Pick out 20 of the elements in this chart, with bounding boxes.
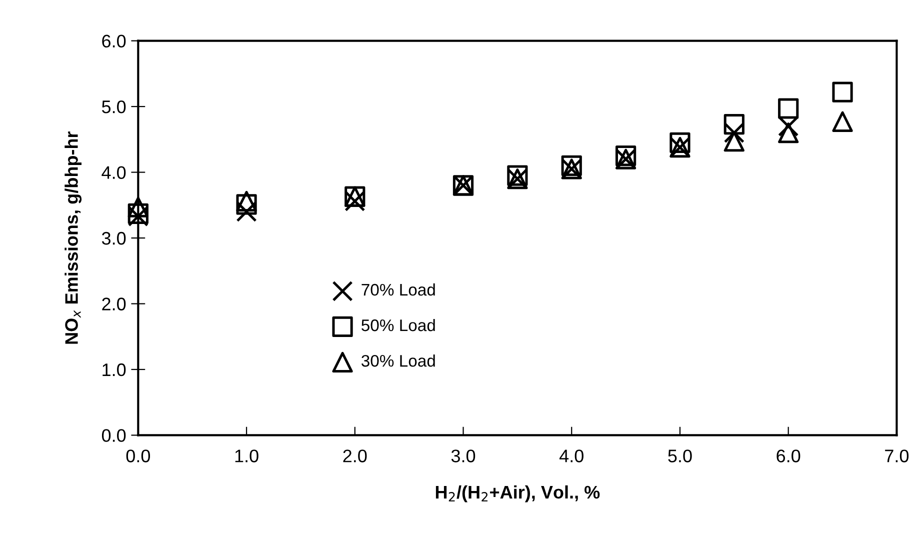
y-axis-title: NO$_{x}$ Emissions, g/bhp-hr bbox=[64, 131, 82, 344]
y-tick-label: 5.0 bbox=[102, 100, 126, 114]
x-tick-label: 6.0 bbox=[776, 450, 800, 462]
x-axis-title: H$_{2}$/(H$_{2}$+Air), Vol., % bbox=[436, 485, 600, 502]
y-tick-label: 0.0 bbox=[102, 429, 126, 442]
y-tick-label: 1.0 bbox=[102, 363, 126, 376]
x-tick-label: 2.0 bbox=[343, 450, 367, 462]
legend-label: 70% Load bbox=[362, 283, 435, 296]
x-tick-label: 5.0 bbox=[668, 450, 692, 462]
y-tick-label: 2.0 bbox=[102, 298, 126, 310]
legend-label: 30% Load bbox=[362, 354, 435, 367]
x-tick-label: 3.0 bbox=[451, 450, 476, 462]
x-tick-label: 4.0 bbox=[559, 450, 584, 462]
y-tick-label: 6.0 bbox=[102, 34, 126, 48]
x-tick-label: 7.0 bbox=[885, 450, 909, 462]
x-tick-label: 0.0 bbox=[126, 450, 150, 462]
legend-label: 50% Load bbox=[362, 318, 435, 332]
y-tick-label: 3.0 bbox=[102, 232, 126, 245]
y-tick-label: 4.0 bbox=[102, 166, 126, 179]
x-tick-label: 1.0 bbox=[235, 450, 258, 462]
